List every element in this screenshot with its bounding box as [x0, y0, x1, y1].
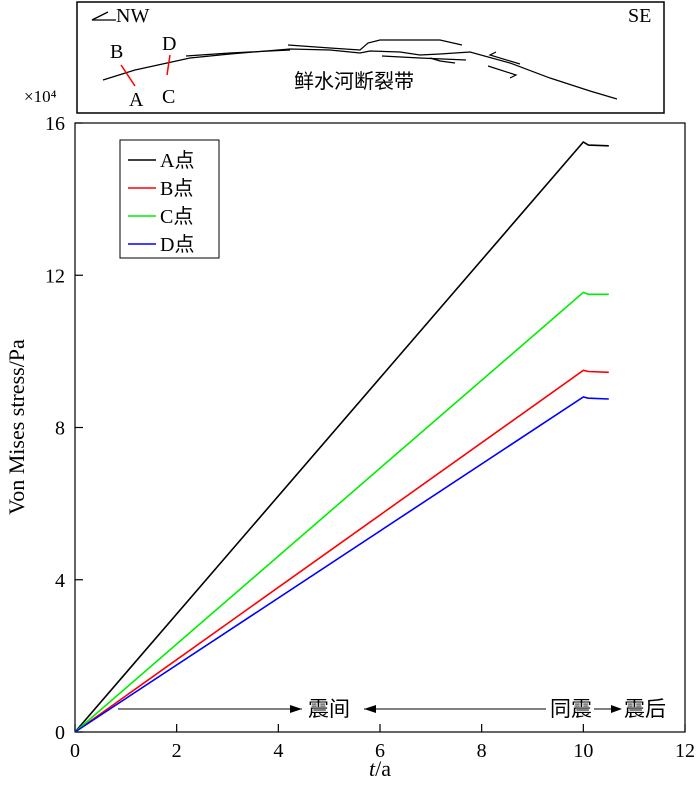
- inset-point-b-label: B: [110, 41, 123, 63]
- postseismic-label: 震后: [624, 697, 666, 721]
- legend-label-3: D点: [160, 233, 194, 256]
- interseismic-arrowhead-right: [290, 705, 302, 713]
- inset-point-a-label: A: [129, 89, 144, 111]
- fault-trace-main: [102, 48, 618, 100]
- profile-line-dc: [166, 54, 171, 76]
- y-tick-label: 4: [55, 570, 65, 592]
- series-line-0: [74, 140, 609, 733]
- fault-trace-upper: [287, 39, 463, 51]
- fault-trace-small: [429, 57, 456, 64]
- x-tick-label: 2: [172, 740, 182, 762]
- profile-line-ab: [120, 64, 136, 87]
- series-line-2: [74, 291, 609, 733]
- x-tick-label: 4: [273, 740, 283, 762]
- y-tick-label: 12: [45, 265, 65, 287]
- phase-annotations: 震间 同震 震后: [118, 697, 666, 721]
- x-tick-label: 12: [675, 740, 695, 762]
- inset-left-label: NW: [116, 5, 149, 27]
- x-tick-label: 10: [573, 740, 593, 762]
- y-axis-multiplier: ×10⁴: [24, 87, 57, 106]
- series-line-3: [74, 396, 609, 733]
- x-tick-label: 0: [70, 740, 80, 762]
- coseismic-label: 同震: [550, 697, 592, 721]
- legend-label-1: B点: [160, 177, 193, 200]
- x-tick-label: 6: [375, 740, 385, 762]
- x-axis: 0 2 4 6 8 10 12: [70, 724, 695, 762]
- coseismic-arrowhead: [611, 705, 622, 713]
- legend-label-2: C点: [160, 205, 193, 228]
- x-tick-label: 8: [477, 740, 487, 762]
- legend: A点 B点 C点 D点: [119, 139, 220, 259]
- y-tick-label: 8: [55, 418, 65, 440]
- shear-sense-arrows: [487, 51, 521, 79]
- legend-label-0: A点: [160, 149, 194, 172]
- nw-direction-arrow: [91, 11, 116, 21]
- x-axis-title: t/a: [369, 756, 391, 781]
- series-layer: [74, 140, 609, 733]
- y-axis: 0 4 8 12 16: [45, 113, 83, 744]
- fault-trace-secondary: [185, 49, 291, 57]
- fault-traces: [102, 39, 618, 100]
- inset-frame: [76, 1, 665, 114]
- inset-fault-name: 鲜水河断裂带: [294, 70, 414, 93]
- y-tick-label: 16: [45, 113, 65, 135]
- interseismic-label: 震间: [308, 697, 350, 721]
- fault-trace-lower: [381, 55, 467, 61]
- inset-point-d-label: D: [162, 33, 176, 55]
- y-axis-title: Von Mises stress/Pa: [4, 339, 29, 515]
- inset-point-c-label: C: [162, 86, 175, 108]
- inset-map: NW SE B A D C 鲜水河断裂带: [76, 1, 665, 114]
- inset-right-label: SE: [628, 5, 651, 27]
- y-tick-label: 0: [55, 722, 65, 744]
- series-line-1: [74, 369, 609, 733]
